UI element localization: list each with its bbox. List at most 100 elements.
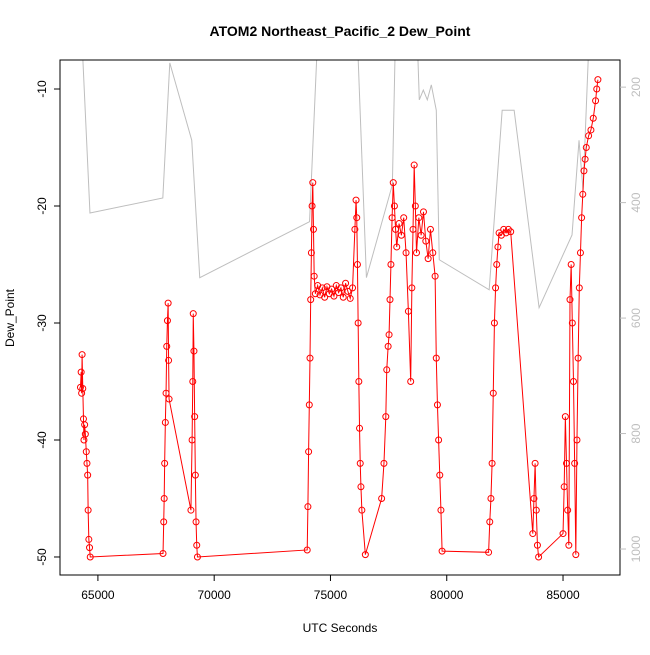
data-point: [339, 293, 347, 301]
data-point: [587, 126, 595, 134]
data-point: [84, 506, 92, 514]
data-point: [436, 471, 444, 479]
y2-tick-label: 600: [629, 308, 643, 328]
data-point: [305, 448, 313, 456]
x-tick-label: 80000: [430, 588, 464, 602]
data-point: [328, 285, 336, 293]
data-point: [86, 544, 94, 552]
data-point: [188, 436, 196, 444]
data-point: [593, 85, 601, 93]
data-point: [382, 413, 390, 421]
y-tick-label: -30: [35, 314, 49, 332]
data-point: [404, 307, 412, 315]
data-point: [494, 243, 502, 251]
data-point: [81, 421, 89, 429]
data-point: [388, 214, 396, 222]
data-point: [530, 494, 538, 502]
data-point: [411, 202, 419, 210]
data-point: [438, 547, 446, 555]
data-point: [504, 225, 512, 233]
data-point: [309, 179, 317, 187]
data-point: [311, 290, 319, 298]
data-point: [305, 401, 313, 409]
data-point: [78, 351, 86, 359]
y-tick-label: -40: [35, 431, 49, 449]
y-axis-label: Dew_Point: [3, 288, 17, 347]
data-point: [82, 448, 90, 456]
data-point: [189, 377, 197, 385]
data-point: [161, 459, 169, 467]
data-point: [165, 356, 173, 364]
data-point: [78, 389, 86, 397]
data-point: [304, 503, 312, 511]
data-point: [190, 347, 198, 355]
data-point: [408, 284, 416, 292]
data-point: [490, 319, 498, 327]
data-point: [159, 549, 167, 557]
data-point: [384, 342, 392, 350]
data-point: [585, 132, 593, 140]
data-point: [489, 389, 497, 397]
data-point: [531, 459, 539, 467]
data-point: [492, 284, 500, 292]
data-point: [361, 551, 369, 559]
data-point: [385, 331, 393, 339]
data-point: [383, 366, 391, 374]
data-point: [378, 494, 386, 502]
data-point: [83, 459, 91, 467]
data-point: [393, 243, 401, 251]
data-point: [163, 342, 171, 350]
data-point: [409, 225, 417, 233]
data-point: [495, 229, 503, 237]
data-point: [77, 368, 85, 376]
y2-tick-label: 200: [629, 77, 643, 97]
data-point: [386, 296, 394, 304]
data-point: [353, 261, 361, 269]
data-point: [529, 530, 537, 538]
data-point: [86, 553, 94, 561]
x-tick-label: 65000: [81, 588, 115, 602]
y2-tick-label: 400: [629, 192, 643, 212]
data-point: [354, 319, 362, 327]
data-point: [390, 202, 398, 210]
data-point: [192, 518, 200, 526]
data-point: [535, 553, 543, 561]
data-point: [429, 249, 437, 257]
data-point: [432, 354, 440, 362]
data-point: [187, 506, 195, 514]
data-point: [424, 255, 432, 263]
data-point: [344, 287, 352, 295]
data-point: [79, 385, 87, 393]
data-point: [160, 518, 168, 526]
data-point: [191, 413, 199, 421]
data-point: [574, 354, 582, 362]
series-line: [82, 60, 589, 310]
y-tick-label: -50: [35, 548, 49, 566]
data-point: [389, 179, 397, 187]
data-point: [352, 196, 360, 204]
data-point: [160, 494, 168, 502]
data-point: [487, 494, 495, 502]
data-point: [164, 299, 172, 307]
data-point: [437, 506, 445, 514]
data-point: [353, 214, 361, 222]
data-point: [356, 424, 364, 432]
data-point: [85, 535, 93, 543]
data-point: [357, 483, 365, 491]
data-point: [81, 430, 89, 438]
data-point: [397, 231, 405, 239]
data-point: [346, 294, 354, 302]
data-point: [402, 249, 410, 257]
data-point: [306, 354, 314, 362]
data-point: [310, 272, 318, 280]
x-tick-label: 85000: [546, 588, 580, 602]
data-point: [560, 483, 568, 491]
data-point: [189, 310, 197, 318]
data-point: [493, 261, 501, 269]
data-point: [572, 551, 580, 559]
data-point: [580, 167, 588, 175]
x-axis-label: UTC Seconds: [303, 621, 378, 635]
data-point: [165, 395, 173, 403]
data-point: [410, 161, 418, 169]
